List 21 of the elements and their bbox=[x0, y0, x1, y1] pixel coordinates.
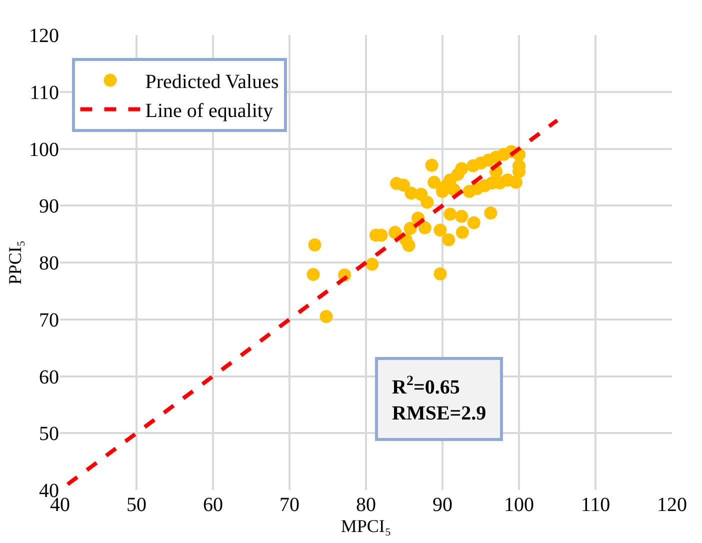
annotation: R$^{2}$=0.65 RMSE=2.9 bbox=[392, 374, 486, 424]
x-tick-label: 80 bbox=[356, 494, 376, 516]
y-tick-label: 60 bbox=[39, 366, 59, 388]
x-tick-label: 50 bbox=[126, 494, 146, 516]
legend-label: Line of equality bbox=[145, 100, 273, 122]
legend-label: Predicted Values bbox=[145, 71, 279, 94]
y-tick-label: 90 bbox=[39, 196, 59, 218]
x-tick-label: 90 bbox=[432, 494, 452, 516]
y-tick-label: 120 bbox=[29, 25, 59, 47]
x-tick-label: 120 bbox=[657, 494, 687, 516]
x-tick-label: 70 bbox=[280, 494, 300, 516]
y-tick-label: 100 bbox=[29, 138, 59, 161]
y-tick-label: 70 bbox=[39, 309, 59, 332]
x-tick-label: 110 bbox=[580, 494, 610, 516]
y-axis-title: PPCI₅ bbox=[5, 240, 26, 285]
x-axis-title: MPCI₅ bbox=[340, 516, 392, 536]
y-tick-label: 110 bbox=[30, 82, 59, 104]
x-tick-label: 100 bbox=[504, 494, 534, 516]
y-tick-label: 80 bbox=[39, 252, 59, 274]
y-tick-label: 50 bbox=[39, 423, 59, 446]
x-tick-label: 60 bbox=[203, 494, 223, 516]
